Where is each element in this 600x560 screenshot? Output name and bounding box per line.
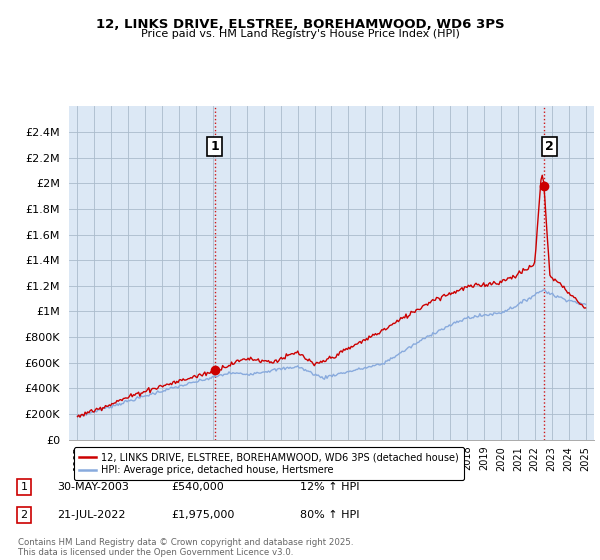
Text: Contains HM Land Registry data © Crown copyright and database right 2025.
This d: Contains HM Land Registry data © Crown c… [18, 538, 353, 557]
Text: 2: 2 [20, 510, 28, 520]
Text: £540,000: £540,000 [171, 482, 224, 492]
Legend: 12, LINKS DRIVE, ELSTREE, BOREHAMWOOD, WD6 3PS (detached house), HPI: Average pr: 12, LINKS DRIVE, ELSTREE, BOREHAMWOOD, W… [74, 447, 464, 480]
Text: 12, LINKS DRIVE, ELSTREE, BOREHAMWOOD, WD6 3PS: 12, LINKS DRIVE, ELSTREE, BOREHAMWOOD, W… [95, 18, 505, 31]
Text: 21-JUL-2022: 21-JUL-2022 [57, 510, 125, 520]
Text: 80% ↑ HPI: 80% ↑ HPI [300, 510, 359, 520]
Text: £1,975,000: £1,975,000 [171, 510, 235, 520]
Text: 1: 1 [20, 482, 28, 492]
Text: 2: 2 [545, 140, 553, 153]
Text: 1: 1 [210, 140, 219, 153]
Text: 12% ↑ HPI: 12% ↑ HPI [300, 482, 359, 492]
Text: 30-MAY-2003: 30-MAY-2003 [57, 482, 129, 492]
Text: Price paid vs. HM Land Registry's House Price Index (HPI): Price paid vs. HM Land Registry's House … [140, 29, 460, 39]
